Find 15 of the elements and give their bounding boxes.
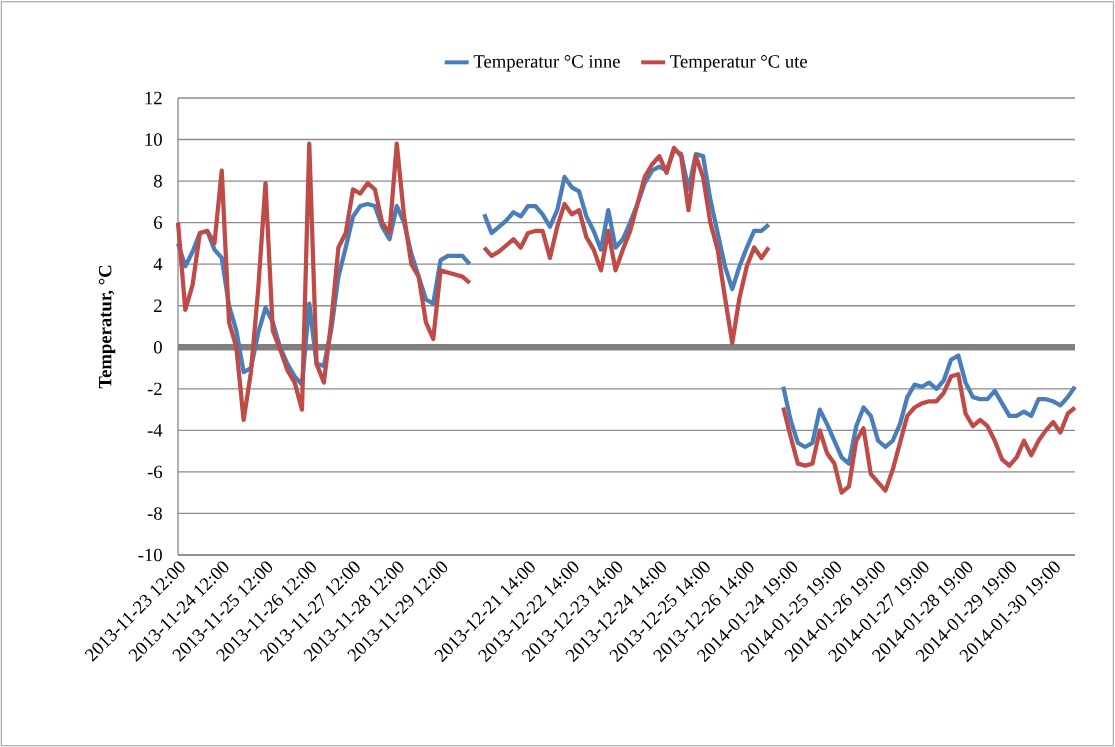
y-tick-label: -4 [147, 424, 163, 437]
y-tick-label: -6 [147, 465, 163, 479]
y-tick-label: 4 [153, 258, 163, 271]
legend-label: Temperatur °C ute [670, 55, 808, 72]
y-tick-label: 2 [154, 299, 162, 312]
y-tick-label: -10 [138, 548, 162, 562]
y-tick-label: 6 [154, 216, 163, 229]
y-tick-label: -2 [147, 382, 162, 395]
y-tick-label: 10 [145, 133, 162, 146]
y-tick-label: 12 [145, 91, 162, 105]
legend-label: Temperatur °C inne [473, 55, 620, 72]
y-tick-label: 8 [154, 174, 162, 188]
y-axis-title: Temperatur, °C [98, 265, 116, 389]
y-tick-label: -8 [147, 507, 162, 520]
y-tick-label: 0 [154, 340, 162, 354]
